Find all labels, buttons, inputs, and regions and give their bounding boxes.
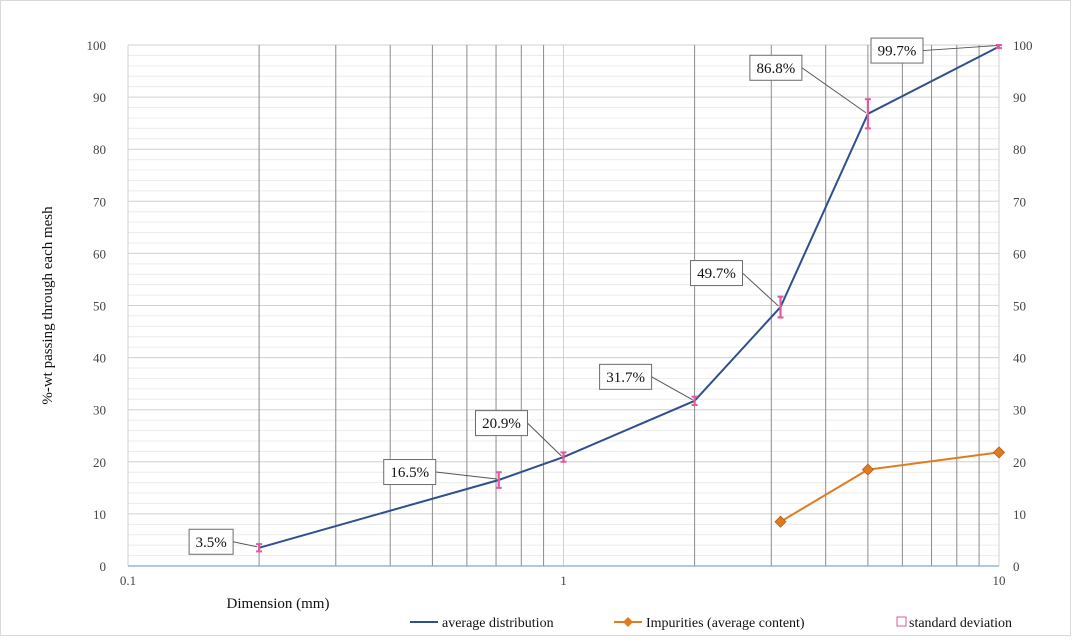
gridlines — [128, 44, 999, 567]
data-label: 99.7% — [878, 44, 917, 60]
y-tick-label: 90 — [93, 90, 106, 105]
data-label-leader — [527, 422, 562, 457]
y-tick-label: 80 — [93, 142, 106, 157]
y2-tick-label: 90 — [1013, 90, 1026, 105]
x-tick-label: 0.1 — [120, 573, 136, 588]
data-label-box — [188, 528, 234, 555]
data-label-box — [383, 459, 437, 486]
data-label: 3.5% — [195, 535, 226, 551]
series-line-1 — [779, 451, 1000, 523]
y2-tick-label: 20 — [1013, 455, 1026, 470]
series-layer — [256, 44, 1006, 553]
y2-tick-label: 70 — [1013, 194, 1026, 209]
y2-tick-label: 30 — [1013, 403, 1026, 418]
data-label-leader — [922, 45, 998, 52]
y2-tick-label: 10 — [1013, 507, 1026, 522]
y2-tick-label: 80 — [1013, 142, 1026, 157]
legend-label: average distribution — [442, 616, 554, 631]
y2-tick-label: 60 — [1013, 246, 1026, 261]
legend: average distribution Impurities (average … — [410, 616, 1012, 631]
data-label: 20.9% — [482, 416, 521, 432]
y2-tick-label: 100 — [1013, 38, 1033, 53]
y2-tick-label: 40 — [1013, 351, 1026, 366]
data-label-leader — [232, 541, 258, 548]
data-label-box — [599, 363, 653, 390]
data-label: 86.8% — [757, 61, 796, 77]
y-axis-title: %-wt passing through each mesh — [40, 206, 56, 405]
y-tick-label: 60 — [93, 246, 106, 261]
y2-tick-label: 0 — [1013, 559, 1020, 574]
data-point-diamond — [774, 515, 787, 528]
data-label: 31.7% — [606, 370, 645, 386]
data-point-diamond — [861, 463, 874, 476]
y-tick-label: 20 — [93, 455, 106, 470]
legend-label: standard deviation — [909, 616, 1012, 631]
y-tick-label: 40 — [93, 351, 106, 366]
data-labels-layer: 3.5% 16.5% 20.9% 31.7% 49.7% 86.8% 99.7% — [188, 37, 998, 555]
data-label-leader — [435, 471, 497, 480]
data-label-box — [690, 260, 744, 287]
y-tick-label: 10 — [93, 507, 106, 522]
data-label-leader — [651, 376, 693, 401]
x-tick-label: 10 — [993, 573, 1006, 588]
y-tick-label: 70 — [93, 194, 106, 209]
data-point-diamond — [992, 446, 1006, 459]
data-label: 49.7% — [697, 266, 736, 282]
data-label-box — [749, 54, 803, 81]
data-label: 16.5% — [390, 465, 429, 481]
y-tick-label: 0 — [100, 559, 107, 574]
x-axis-title: Dimension (mm) — [227, 596, 330, 612]
x-tick-label: 1 — [560, 573, 567, 588]
legend-swatch-square — [896, 616, 907, 627]
data-label-box — [475, 410, 528, 437]
data-label-leader — [801, 67, 867, 114]
data-label-box — [870, 37, 924, 64]
legend-swatch-diamond — [623, 617, 633, 627]
legend-label: Impurities (average content) — [646, 616, 805, 631]
y2-tick-label: 50 — [1013, 299, 1026, 314]
y-tick-label: 30 — [93, 403, 106, 418]
y-tick-label: 50 — [93, 299, 106, 314]
y-tick-label: 100 — [87, 38, 107, 53]
data-label-leader — [742, 272, 779, 307]
